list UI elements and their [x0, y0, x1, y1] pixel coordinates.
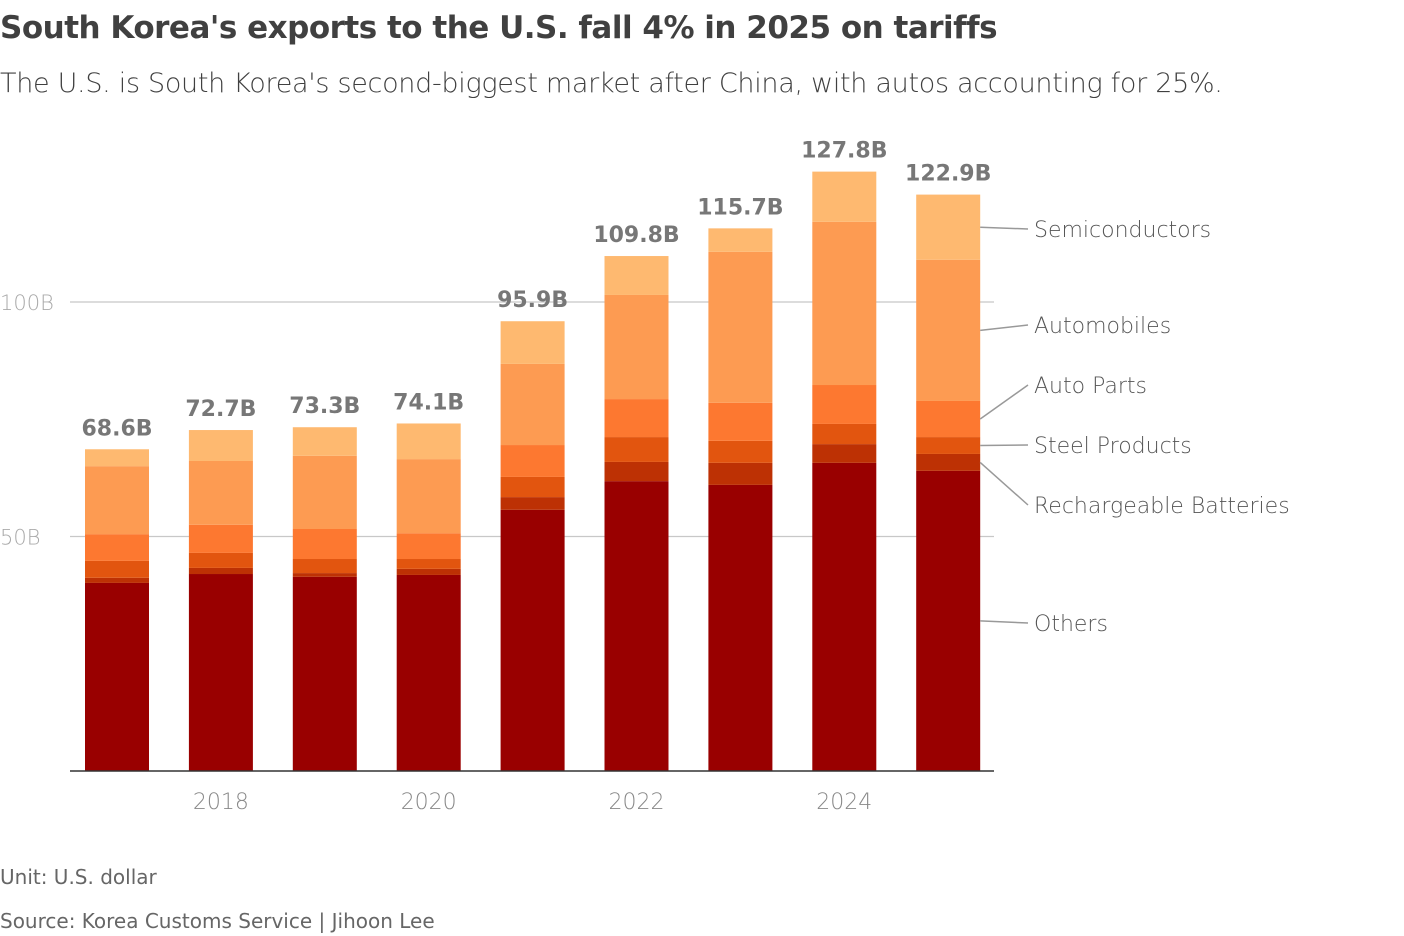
- bar-segment-semiconductors: [396, 423, 461, 460]
- bar-segment-semiconductors: [292, 427, 357, 456]
- bar-segment-others: [85, 582, 149, 771]
- legend-label: Semiconductors: [1034, 218, 1211, 243]
- y-tick-label: 50B: [0, 526, 40, 550]
- bar-segment-auto-parts: [188, 524, 253, 553]
- total-label: 74.1B: [393, 390, 464, 415]
- legend-leader-line: [980, 620, 1029, 624]
- legend-leader-line: [979, 384, 1029, 420]
- total-label: 122.9B: [905, 162, 991, 187]
- bar-segment-steel-products: [812, 423, 877, 445]
- bar-segment-automobiles: [188, 460, 253, 525]
- source-note: Source: Korea Customs Service | Jihoon L…: [0, 909, 435, 933]
- total-label: 73.3B: [289, 394, 360, 419]
- bar-segment-automobiles: [916, 259, 981, 401]
- bar-segment-semiconductors: [188, 430, 253, 461]
- bar-segment-rechargeable-batteries: [812, 444, 877, 463]
- unit-note: Unit: U.S. dollar: [0, 865, 157, 889]
- bar-segment-automobiles: [500, 363, 565, 446]
- bar-segment-auto-parts: [292, 528, 357, 560]
- total-label: 109.8B: [593, 223, 679, 248]
- bar-segment-rechargeable-batteries: [916, 453, 981, 471]
- bar-segment-auto-parts: [812, 385, 877, 424]
- bar-segment-others: [396, 574, 461, 771]
- bar-segment-rechargeable-batteries: [500, 497, 565, 510]
- total-label: 72.7B: [185, 397, 256, 422]
- x-tick-label: 2020: [401, 790, 457, 815]
- legend-label: Auto Parts: [1034, 374, 1147, 399]
- bar-segment-automobiles: [604, 294, 669, 400]
- bar-segment-semiconductors: [604, 256, 669, 295]
- bar-segment-rechargeable-batteries: [396, 568, 461, 575]
- total-label: 115.7B: [697, 195, 783, 220]
- legend-leader-line: [980, 324, 1029, 332]
- bar-segment-steel-products: [916, 437, 981, 454]
- bar-segment-automobiles: [396, 459, 461, 534]
- bar-segment-semiconductors: [916, 194, 981, 260]
- bar-segment-semiconductors: [500, 321, 565, 364]
- bar-segment-automobiles: [85, 466, 149, 535]
- x-tick-label: 2024: [816, 790, 872, 815]
- bar-segment-automobiles: [708, 251, 773, 403]
- legend-label: Rechargeable Batteries: [1034, 494, 1290, 519]
- bar-segment-others: [500, 509, 565, 771]
- x-tick-label: 2018: [193, 790, 249, 815]
- bar-segment-auto-parts: [708, 402, 773, 441]
- legend-label: Others: [1034, 612, 1108, 637]
- bar-segment-rechargeable-batteries: [708, 462, 773, 485]
- bar-segment-others: [188, 574, 253, 771]
- bar-segment-others: [812, 462, 877, 771]
- bar-segment-semiconductors: [85, 449, 149, 467]
- bar-segment-automobiles: [292, 455, 357, 529]
- bar-segment-steel-products: [708, 440, 773, 463]
- bar-segment-steel-products: [604, 437, 669, 462]
- bar-segment-auto-parts: [916, 400, 981, 438]
- bar-segment-auto-parts: [604, 399, 669, 438]
- bar-segment-others: [292, 576, 357, 771]
- bar-segment-rechargeable-batteries: [188, 567, 253, 575]
- legend-label: Steel Products: [1034, 434, 1192, 459]
- bar-segment-steel-products: [396, 559, 461, 569]
- total-label: 95.9B: [497, 288, 568, 313]
- legend-label: Automobiles: [1034, 314, 1171, 339]
- bar-segment-steel-products: [188, 552, 253, 568]
- x-tick-label: 2022: [609, 790, 665, 815]
- bar-segment-auto-parts: [500, 445, 565, 477]
- bar-segment-rechargeable-batteries: [604, 461, 669, 482]
- bar-segment-semiconductors: [812, 171, 877, 222]
- bar-segment-others: [708, 484, 773, 771]
- chart-subtitle: The U.S. is South Korea's second-biggest…: [0, 68, 1223, 99]
- bar-segment-others: [916, 470, 981, 771]
- total-label: 68.6B: [81, 416, 152, 441]
- bar-segment-automobiles: [812, 221, 877, 386]
- bar-segment-auto-parts: [396, 533, 461, 560]
- bar-segment-rechargeable-batteries: [292, 573, 357, 577]
- y-tick-label: 100B: [0, 291, 54, 315]
- bar-segment-semiconductors: [708, 228, 773, 252]
- legend-leader-line: [980, 226, 1029, 230]
- total-label: 127.8B: [801, 139, 887, 164]
- bar-segment-auto-parts: [85, 534, 149, 561]
- bar-segment-rechargeable-batteries: [85, 577, 149, 583]
- bar-segment-others: [604, 481, 669, 771]
- bar-segment-steel-products: [292, 559, 357, 574]
- legend-leader-line: [980, 444, 1029, 447]
- chart-title: South Korea's exports to the U.S. fall 4…: [0, 10, 998, 46]
- bar-segment-steel-products: [85, 560, 149, 578]
- bar-segment-steel-products: [500, 476, 565, 498]
- legend-leader-line: [979, 461, 1029, 506]
